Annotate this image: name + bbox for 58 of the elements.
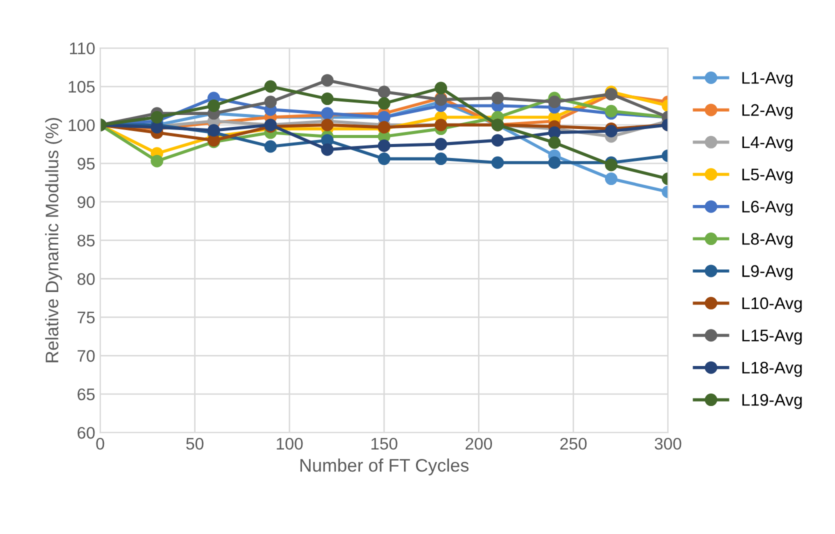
legend-label: L8-Avg: [742, 232, 792, 248]
legend-label: L19-Avg: [742, 394, 802, 410]
x-tick-label: 200: [466, 438, 492, 450]
x-tick-label: 150: [371, 438, 398, 450]
y-tick-label: 65: [78, 388, 95, 400]
point: [378, 97, 390, 110]
y-tick-label: 110: [70, 42, 95, 54]
point: [548, 136, 561, 149]
x-tick-label: 100: [276, 438, 303, 450]
legend-label: L15-Avg: [742, 330, 802, 345]
y-tick-label: 80: [78, 273, 95, 285]
point: [264, 96, 277, 108]
y-tick-label: 60: [78, 426, 95, 439]
point: [604, 172, 618, 186]
y-tick-label: 90: [78, 196, 95, 208]
y-tick-label: 100: [68, 119, 95, 132]
point: [264, 140, 277, 153]
point: [150, 154, 164, 168]
legend-label: L2-Avg: [742, 104, 792, 120]
x-tick-label: 250: [560, 438, 587, 450]
point: [378, 86, 390, 98]
point: [321, 92, 334, 106]
point: [321, 74, 334, 87]
point: [604, 104, 618, 118]
point: [150, 111, 164, 124]
legend-label: L10-Avg: [742, 297, 802, 312]
legend-label: L6-Avg: [742, 200, 792, 216]
y-tick-label: 70: [78, 350, 95, 362]
x-tick-label: 300: [654, 438, 682, 450]
point: [378, 152, 390, 166]
y-tick-label: 95: [78, 158, 95, 170]
legend-label: L18-Avg: [742, 362, 802, 377]
point: [321, 143, 334, 156]
point: [491, 134, 504, 147]
point: [434, 82, 448, 94]
point: [548, 96, 561, 108]
x-axis-title: Number of FT Cycles: [300, 458, 469, 476]
y-tick-label: 75: [78, 312, 95, 324]
x-tick-label: 0: [96, 438, 104, 450]
point: [208, 99, 220, 112]
y-tick-label: 105: [68, 80, 95, 93]
point: [604, 158, 618, 172]
legend-label: L9-Avg: [742, 265, 792, 280]
x-tick-label: 50: [186, 438, 204, 450]
y-axis-title: Relative Dynamic Modulus (%): [45, 118, 62, 362]
point: [434, 152, 448, 166]
point: [434, 138, 448, 150]
point: [378, 139, 390, 152]
point: [548, 126, 561, 139]
point: [264, 80, 277, 93]
y-tick-label: 85: [78, 234, 95, 247]
point: [491, 92, 504, 104]
point: [491, 156, 504, 169]
point: [548, 156, 561, 169]
legend-label: L5-Avg: [742, 168, 792, 184]
legend-label: L1-Avg: [742, 72, 792, 88]
legend-label: L4-Avg: [742, 136, 792, 152]
point: [321, 118, 334, 132]
